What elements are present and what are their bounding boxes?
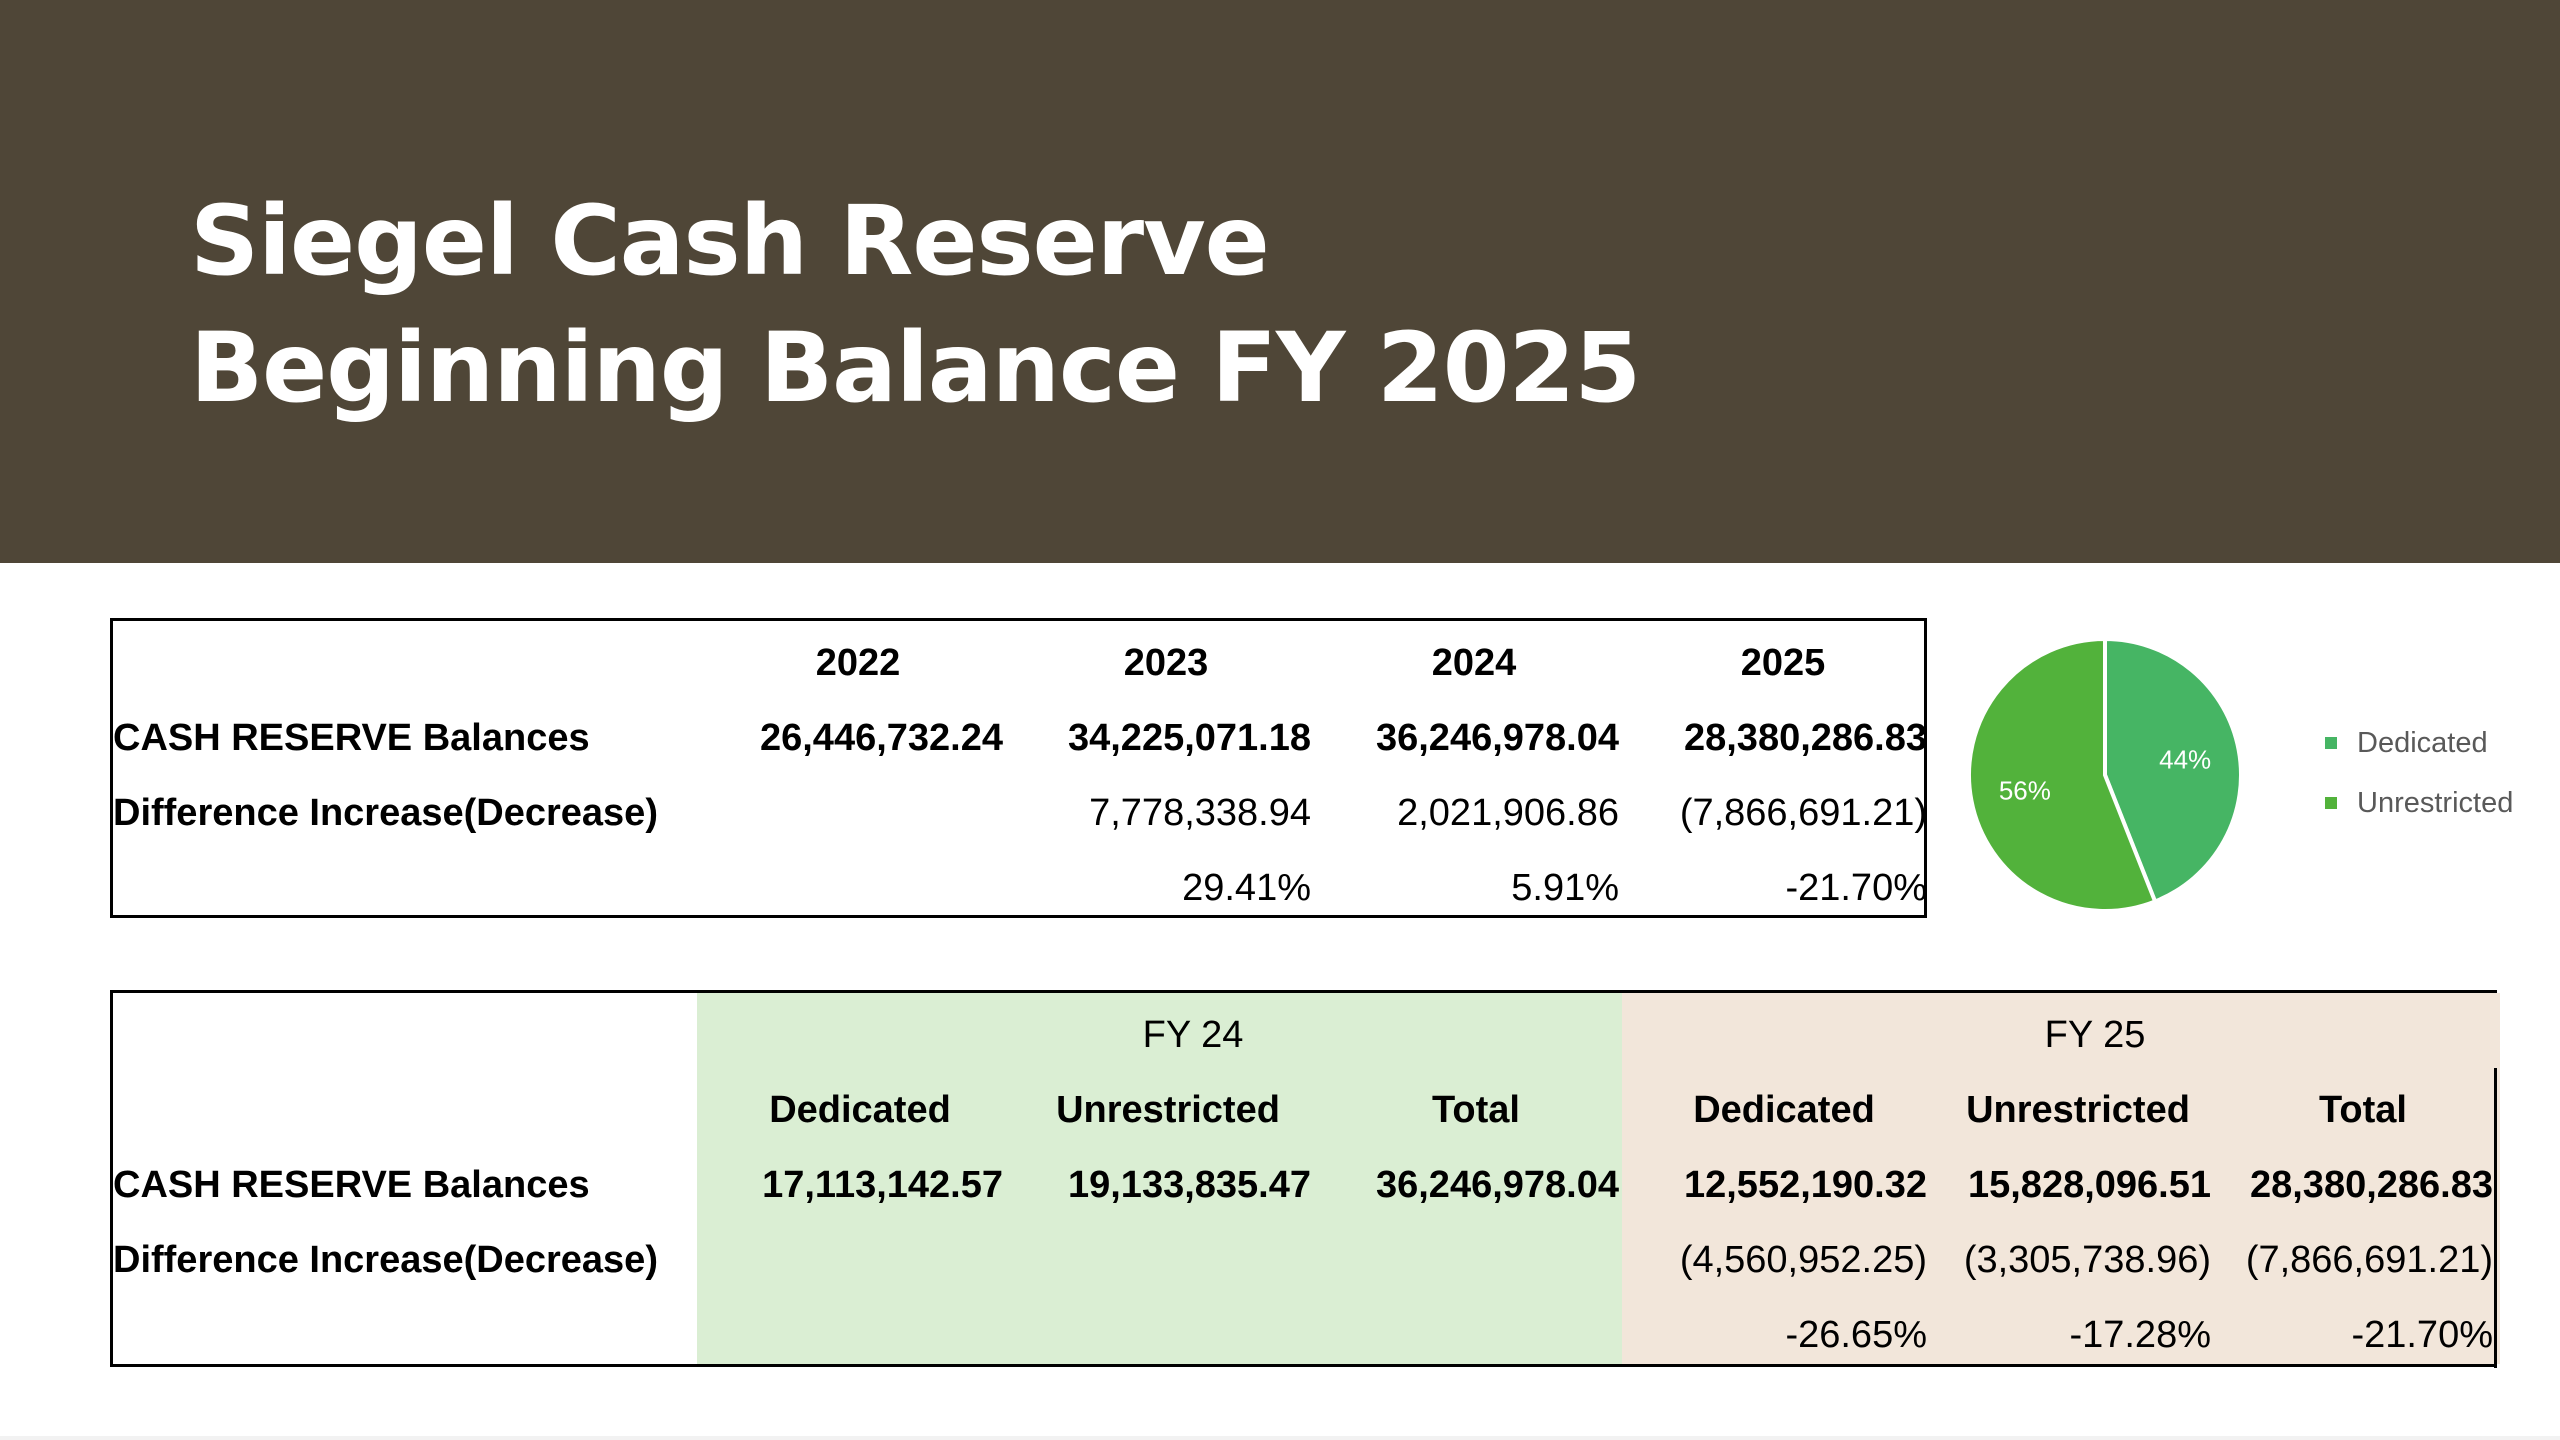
fy24-header: FY 24 [1142,1014,1244,1056]
column-header-dedicated: Dedicated [769,1089,951,1131]
fy25-difference: (7,866,691.21) [2245,1239,2493,1281]
difference-value: (7,866,691.21) [1679,792,1927,834]
title-line-2: Beginning Balance FY 2025 [190,312,1641,424]
row-label-balances: CASH RESERVE Balances [113,717,590,759]
legend-label: Dedicated [2357,727,2488,759]
pie-data-label: 56% [1999,775,2051,805]
title-banner: Siegel Cash Reserve Beginning Balance FY… [0,0,2560,563]
balance-value: 34,225,071.18 [1067,717,1311,759]
year-header: 2022 [815,642,901,684]
title-line-1: Siegel Cash Reserve [190,185,1270,297]
year-header: 2024 [1431,642,1517,684]
fy25-percent-change: -26.65% [1785,1314,1927,1356]
fy25-balance: 12,552,190.32 [1683,1164,1927,1206]
fy25-header: FY 25 [2044,1014,2146,1056]
fy25-percent-change: -21.70% [2351,1314,2493,1356]
column-header-dedicated: Dedicated [1693,1089,1875,1131]
percent-change: 29.41% [1182,867,1311,909]
fy24-balance: 19,133,835.47 [1067,1164,1311,1206]
fy25-balance: 28,380,286.83 [2249,1164,2493,1206]
percent-change: 5.91% [1511,867,1619,909]
pie-slice-unrestricted [1967,636,2158,913]
balance-value: 28,380,286.83 [1683,717,1927,759]
fy25-balance: 15,828,096.51 [1967,1164,2211,1206]
fy24-column-group [697,993,1622,1364]
column-header-total: Total [2319,1089,2407,1131]
legend-swatch-dedicated [2325,737,2337,749]
fy25-difference: (3,305,738.96) [1963,1239,2211,1281]
fy25-column-group [1622,993,2500,1364]
difference-value: 2,021,906.86 [1397,792,1619,834]
fy-breakdown-table: FY 24 FY 25 Dedicated Unrestricted Total… [110,990,2500,1368]
pie-slice-dedicated [2103,636,2243,905]
row-label-balances: CASH RESERVE Balances [113,1164,590,1206]
column-header-unrestricted: Unrestricted [1966,1089,2190,1131]
pie-data-label: 44% [2159,745,2211,775]
fy25-difference: (4,560,952.25) [1679,1239,1927,1281]
fy24-balance: 17,113,142.57 [762,1164,1003,1206]
column-header-total: Total [1432,1089,1520,1131]
slide-bottom-edge [0,1436,2560,1440]
legend-label: Unrestricted [2357,787,2514,819]
table-border [2494,1068,2497,1368]
row-label-difference: Difference Increase(Decrease) [113,792,658,834]
slide-title: Siegel Cash Reserve Beginning Balance FY… [190,178,1641,432]
balance-value: 26,446,732.24 [759,717,1003,759]
yearly-balance-table: 2022 2023 2024 2025 CASH RESERVE Balance… [110,618,1927,918]
fy25-percent-change: -17.28% [2069,1314,2211,1356]
difference-value: 7,778,338.94 [1089,792,1311,834]
percent-change: -21.70% [1785,867,1927,909]
column-header-unrestricted: Unrestricted [1056,1089,1280,1131]
reserve-split-pie-chart: 44% 56% [1967,636,2243,913]
row-label-difference: Difference Increase(Decrease) [113,1239,658,1281]
legend-swatch-unrestricted [2325,797,2337,809]
balance-value: 36,246,978.04 [1375,717,1619,759]
year-header: 2025 [1740,642,1826,684]
fy24-balance: 36,246,978.04 [1375,1164,1619,1206]
year-header: 2023 [1123,642,1209,684]
